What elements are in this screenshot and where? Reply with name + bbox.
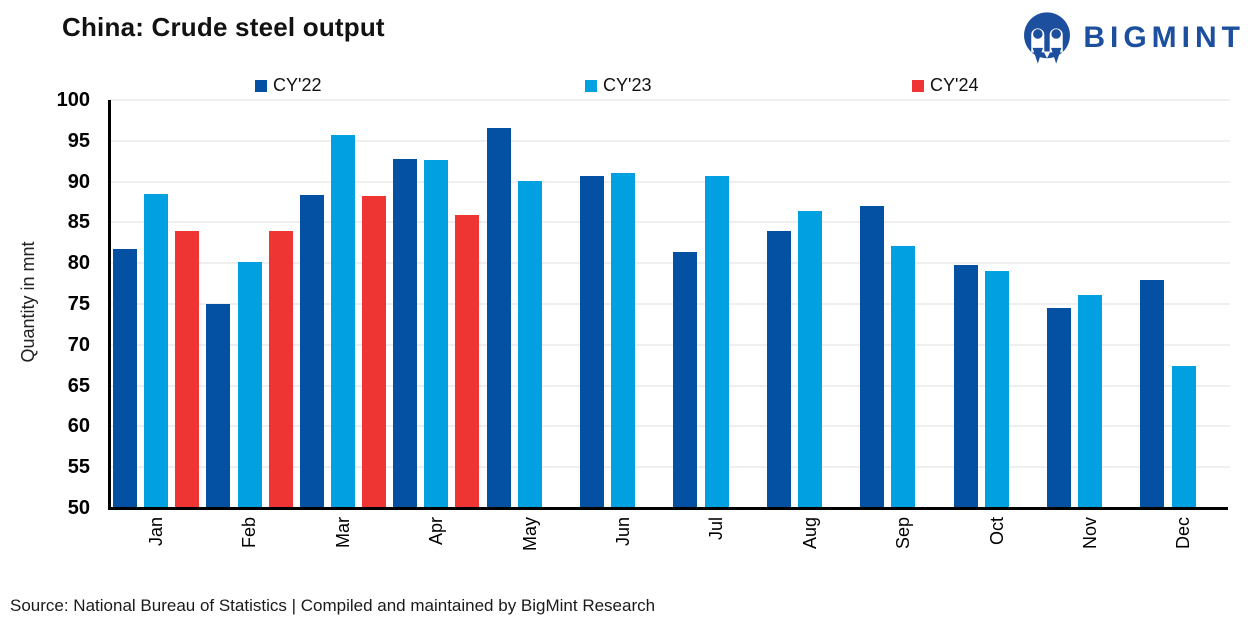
bar-cy22-sep xyxy=(860,206,885,508)
bar-cy22-jun xyxy=(580,175,604,508)
legend-swatch-cy22 xyxy=(255,80,267,92)
bar-cy23-oct xyxy=(984,270,1009,508)
y-tick-label-60: 60 xyxy=(67,415,90,438)
gridline-85 xyxy=(110,221,1230,224)
y-tick-label-50: 50 xyxy=(67,497,90,519)
bar-cy23-may xyxy=(517,180,542,508)
bigmint-logo-text: BIGMINT xyxy=(1083,21,1245,54)
chart-title: China: Crude steel output xyxy=(62,12,385,42)
gridline-65 xyxy=(110,384,1230,387)
bar-cy23-mar xyxy=(330,135,355,508)
bar-cy22-may xyxy=(486,127,511,508)
x-tick-label-dec: Dec xyxy=(1173,517,1194,550)
y-tick-label-100: 100 xyxy=(56,89,90,111)
gridline-55 xyxy=(110,466,1230,469)
x-tick-label-may: May xyxy=(519,517,540,552)
legend-label-cy22: CY'22 xyxy=(273,75,322,95)
gridline-60 xyxy=(110,425,1230,428)
bar-cy22-feb xyxy=(206,304,231,508)
x-tick-label-jun: Jun xyxy=(613,517,633,547)
y-tick-label-70: 70 xyxy=(67,333,90,356)
bar-cy23-feb xyxy=(237,262,262,508)
x-tick-label-mar: Mar xyxy=(332,517,353,548)
gridline-70 xyxy=(110,343,1230,346)
gridline-95 xyxy=(110,139,1230,142)
legend-label-cy23: CY'23 xyxy=(603,75,652,95)
x-tick-label-sep: Sep xyxy=(893,517,914,550)
legend-swatch-cy23 xyxy=(585,80,597,92)
bar-cy24-mar xyxy=(362,196,386,508)
bigmint-logo-icon xyxy=(1024,12,1071,64)
gridline-100 xyxy=(110,99,1230,101)
bar-cy24-feb xyxy=(268,230,293,508)
bar-cy22-jan xyxy=(113,249,137,508)
bar-cy22-aug xyxy=(766,231,791,508)
x-tick-label-jul: Jul xyxy=(706,517,727,541)
bar-cy22-dec xyxy=(1140,280,1165,508)
bar-cy22-oct xyxy=(953,264,978,508)
y-tick-label-95: 95 xyxy=(67,129,90,152)
y-tick-label-85: 85 xyxy=(67,211,90,234)
source-note: Source: National Bureau of Statistics | … xyxy=(10,596,656,615)
bar-cy23-apr xyxy=(424,160,449,508)
bar-cy22-nov xyxy=(1047,308,1071,508)
y-tick-label-55: 55 xyxy=(67,456,90,479)
bar-cy24-jan xyxy=(175,230,200,508)
y-tick-label-90: 90 xyxy=(67,170,90,193)
y-tick-label-65: 65 xyxy=(67,374,90,397)
gridline-90 xyxy=(110,180,1230,183)
legend-swatch-cy24 xyxy=(912,80,924,92)
bar-cy23-sep xyxy=(891,246,916,508)
y-tick-label-80: 80 xyxy=(67,252,90,275)
y-tick-label-75: 75 xyxy=(67,293,90,315)
gridline-80 xyxy=(110,262,1230,265)
bar-cy23-dec xyxy=(1171,366,1196,508)
x-tick-label-jan: Jan xyxy=(146,517,166,547)
x-tick-label-aug: Aug xyxy=(799,517,820,550)
legend-label-cy24: CY'24 xyxy=(930,75,979,95)
gridline-75 xyxy=(110,303,1230,305)
x-tick-label-nov: Nov xyxy=(1080,517,1100,550)
y-axis-line xyxy=(108,100,111,510)
y-axis-title: Quantity in mnt xyxy=(18,241,38,363)
bar-cy23-jul xyxy=(704,175,729,508)
bar-cy23-aug xyxy=(797,210,822,508)
bar-cy23-jan xyxy=(144,193,169,508)
x-axis-line xyxy=(108,507,1228,510)
legend-item-cy24: CY'24 xyxy=(912,75,978,96)
bar-cy24-apr xyxy=(455,215,480,508)
x-tick-label-apr: Apr xyxy=(426,517,447,546)
bar-cy22-mar xyxy=(299,195,324,508)
x-tick-label-oct: Oct xyxy=(986,517,1007,546)
bar-cy22-apr xyxy=(393,158,418,508)
bar-cy22-jul xyxy=(673,251,698,508)
x-tick-label-feb: Feb xyxy=(239,517,260,549)
bigmint-logo: BIGMINT xyxy=(1020,8,1245,68)
legend-item-cy23: CY'23 xyxy=(585,75,651,96)
legend-item-cy22: CY'22 xyxy=(255,75,321,96)
bar-cy23-jun xyxy=(611,172,636,508)
bar-cy23-nov xyxy=(1078,295,1103,508)
